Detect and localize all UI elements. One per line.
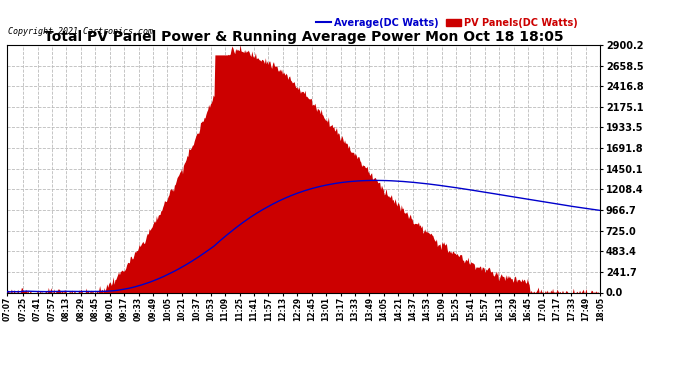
Title: Total PV Panel Power & Running Average Power Mon Oct 18 18:05: Total PV Panel Power & Running Average P… (43, 30, 564, 44)
Legend: Average(DC Watts), PV Panels(DC Watts): Average(DC Watts), PV Panels(DC Watts) (317, 18, 578, 28)
Text: Copyright 2021 Cartronics.com: Copyright 2021 Cartronics.com (8, 27, 153, 36)
